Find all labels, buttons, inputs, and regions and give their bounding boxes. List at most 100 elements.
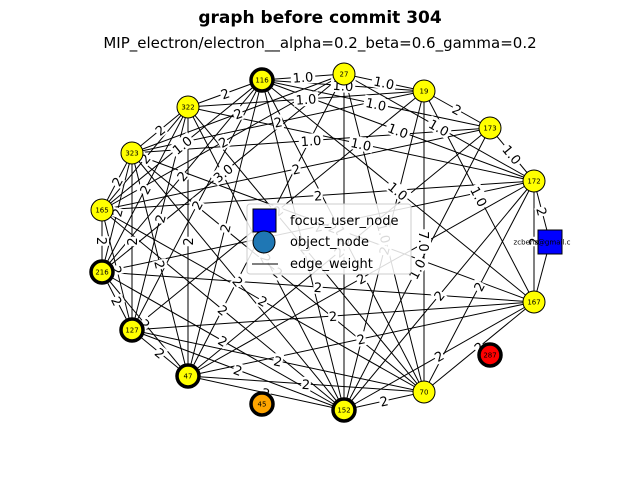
edge-weight-label: 2 (354, 331, 368, 349)
edge-weight-label: 2 (231, 361, 245, 380)
edge-weight-text: 2 (273, 115, 284, 131)
edge-weight-bg (327, 308, 339, 324)
edge-weight-label: 1.0 (370, 73, 398, 93)
edge-weight-text: 2 (218, 223, 235, 235)
node-circle (522, 169, 546, 193)
edge-weight-bg (181, 236, 195, 247)
edge-weight-label: 2 (152, 212, 170, 225)
nodes-layer: 116 27 19 173 172 167 287 70 152 45 47 127 216 165 323… (89, 62, 571, 423)
edge-weight-label: 1.0 (293, 91, 319, 109)
edge-weight-label: 2 (271, 114, 285, 132)
edge-weight-bg (370, 73, 398, 92)
edge-weight-bg (405, 254, 429, 284)
node-circle (120, 141, 144, 165)
edge-weight-label: 2 (377, 393, 391, 411)
focus-node-label: zcbenz@gmail.c (514, 239, 571, 247)
node-label: 172 (527, 178, 540, 186)
edge-weight-bg (151, 121, 169, 139)
edge-weight-bg (188, 197, 206, 213)
node-circle (249, 67, 275, 93)
edge-weight-bg (218, 85, 232, 102)
edge-weight-bg (136, 182, 154, 197)
node-circle (89, 259, 115, 285)
node-circle (175, 363, 201, 389)
edge-weight-label: 2 (181, 236, 197, 247)
edge-weight-bg (430, 287, 448, 304)
node-47: 47 (175, 363, 201, 389)
graph-title: graph before commit 304 (198, 8, 442, 28)
edge-weight-text: 7.0 (415, 231, 430, 252)
node-label: 127 (125, 327, 138, 335)
node-circle (331, 397, 357, 423)
node-152: 152 (331, 397, 357, 423)
edge-weight-label: 2 (188, 197, 207, 213)
node-circle (477, 342, 503, 368)
legend-frame (246, 203, 412, 275)
node-circle (90, 198, 114, 222)
node-label: 216 (95, 269, 109, 277)
edge-weight-label: 2 (289, 161, 303, 179)
edge-weight-bg (95, 236, 109, 246)
edge-weight-label: 2 (231, 105, 245, 123)
edge-weight-label: 2 (327, 308, 339, 325)
edge-weight-bg (209, 159, 237, 187)
node-label: 27 (340, 71, 349, 79)
edge-weight-bg (229, 273, 247, 290)
edge-weight-bg (215, 133, 231, 151)
legend: focus_user_node object_node edge_weight (246, 203, 412, 275)
edge-weight-text: 2 (153, 213, 170, 225)
edge-weight-bg (231, 361, 245, 379)
edge-weight-label: 2 (150, 258, 168, 271)
edge-weight-text: 2 (532, 206, 549, 218)
edge-weight-bg (152, 258, 168, 271)
node-label: 70 (420, 389, 429, 397)
edge-weight-text: 2 (272, 354, 283, 370)
node-label: 19 (420, 88, 429, 96)
node-172: 172 (522, 169, 546, 193)
edge-weight-bg (151, 344, 169, 362)
edge-weight-text: 2 (379, 394, 390, 410)
node-label: 152 (337, 407, 350, 415)
edge-weight-bg (108, 174, 126, 189)
edge-weight-label: 1.0 (347, 134, 375, 155)
node-45: 45 (249, 391, 275, 417)
edge-weight-bg (362, 94, 390, 114)
edge-weight-bg (271, 353, 285, 369)
edge-weight-text: 1.0 (385, 121, 410, 142)
edge-weight-bg (125, 236, 139, 247)
edge-weight-text: 1.0 (292, 70, 314, 86)
node-322: 322 (176, 95, 200, 119)
edge-weight-text: 2 (313, 281, 322, 297)
edge-weight-text: 2 (528, 237, 543, 245)
edge-weight-bg (152, 212, 168, 225)
edge-weight-text: 2 (126, 237, 141, 245)
node-116: 116 (249, 67, 275, 93)
edge-weight-bg (377, 393, 391, 409)
edge-weight-text: 1.0 (364, 96, 387, 115)
node-label: 45 (258, 401, 267, 409)
edge-weight-bg (347, 134, 375, 154)
edge-weight-bg (470, 279, 488, 294)
edge-weight-bg (217, 221, 233, 235)
edge-weight-bg (290, 69, 316, 85)
edge-weight-label: 3.0 (209, 159, 237, 187)
edge-weight-label: 2 (271, 353, 285, 371)
edge-weight-label: 2 (255, 292, 271, 311)
edge-weight-bg (214, 301, 232, 319)
node-label: 165 (95, 207, 108, 215)
legend-object-label: object_node (290, 235, 369, 250)
focus-user-node: zcbenz@gmail.c (514, 229, 571, 255)
edge-weight-bg (467, 182, 491, 211)
edge-weight-text: 2 (150, 259, 167, 271)
node-circle (332, 62, 356, 86)
edge-weight-bg (108, 293, 126, 309)
edge-weight-label: 2 (125, 236, 141, 247)
node-323: 323 (120, 141, 144, 165)
edge-weight-bg (298, 132, 324, 149)
edge-weight-bg (215, 332, 231, 350)
node-173: 173 (478, 116, 502, 140)
edge-weight-text: 1.0 (372, 74, 395, 93)
edge-weight-label: 2 (300, 376, 312, 393)
edge-weight-bg (449, 101, 465, 118)
